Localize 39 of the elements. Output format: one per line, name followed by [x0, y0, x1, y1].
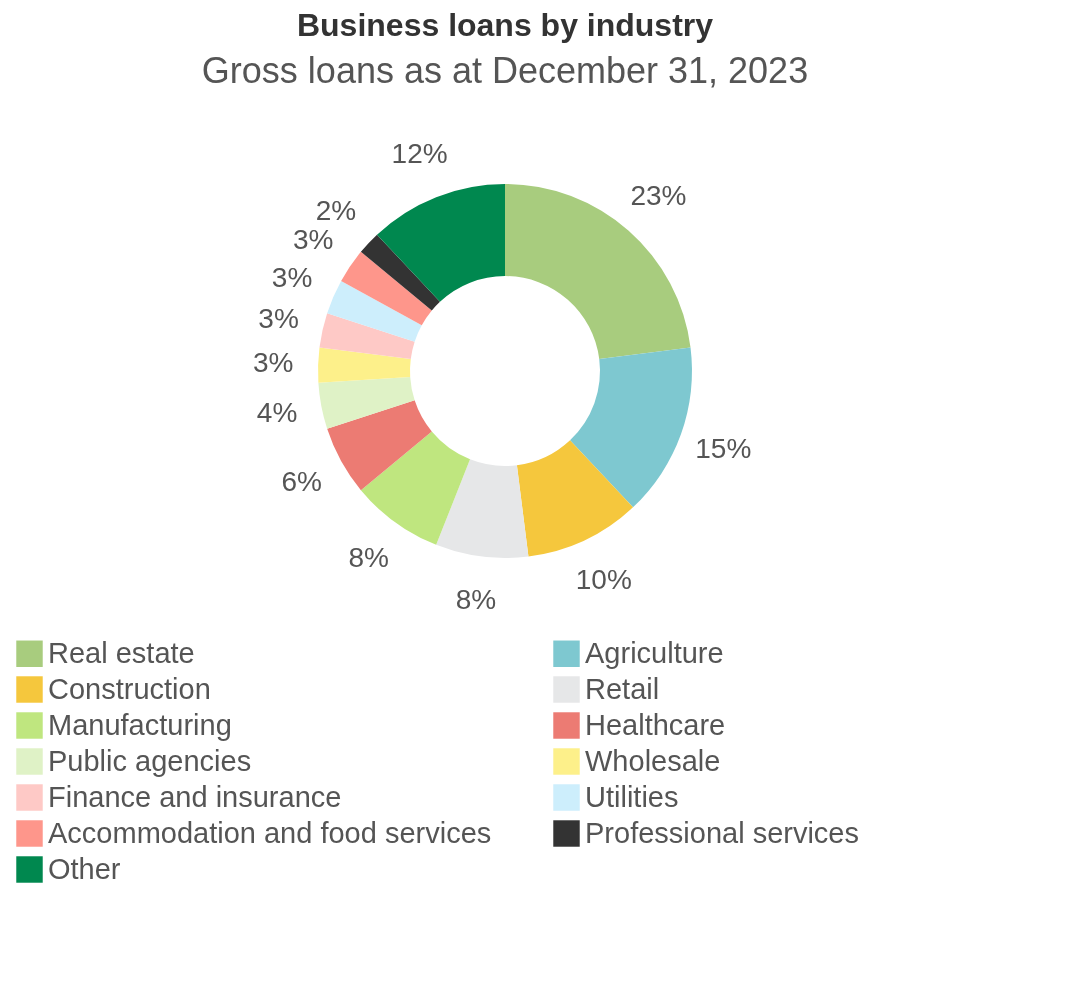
donut-slice	[327, 400, 432, 491]
data-label: 8%	[455, 584, 497, 616]
legend-label: Finance and insurance	[48, 780, 342, 813]
legend-label: Manufacturing	[48, 708, 232, 741]
data-label: 6%	[281, 465, 322, 497]
data-label: 4%	[256, 397, 298, 429]
data-label: 3%	[271, 261, 313, 293]
legend-label: Retail	[585, 672, 660, 705]
legend-label: Wholesale	[585, 744, 721, 777]
donut-slice	[516, 440, 634, 557]
donut-slice	[436, 459, 529, 558]
donut-slice	[319, 313, 415, 360]
donut-slice	[318, 347, 411, 383]
donut-slice	[505, 184, 691, 360]
donut-slice	[570, 347, 692, 508]
donut-slice	[341, 251, 432, 326]
data-label: 23%	[630, 179, 687, 211]
donut-slice	[327, 280, 422, 342]
donut-slice	[318, 376, 415, 429]
donut-slice	[360, 234, 440, 311]
legend-label: Real estate	[48, 636, 195, 669]
legend-label: Professional services	[585, 816, 859, 849]
data-label: 8%	[348, 541, 389, 573]
donut-slice	[360, 431, 471, 545]
data-label: 12%	[391, 138, 448, 170]
legend-label: Utilities	[585, 780, 679, 813]
data-label: 3%	[252, 346, 294, 378]
data-label: 15%	[695, 432, 752, 464]
legend-label: Public agencies	[48, 744, 252, 777]
data-label: 10%	[575, 563, 632, 595]
chart-title: Business loans by industry	[296, 7, 714, 43]
legend-label: Accommodation and food services	[48, 816, 492, 849]
legend-label: Other	[48, 852, 121, 885]
donut-slice	[376, 184, 505, 302]
legend-label: Healthcare	[585, 708, 726, 741]
legend-label: Construction	[48, 672, 211, 705]
data-label: 3%	[258, 303, 299, 335]
legend-label: Agriculture	[585, 636, 724, 669]
chart-subtitle: Gross loans as at December 31, 2023	[201, 50, 809, 91]
